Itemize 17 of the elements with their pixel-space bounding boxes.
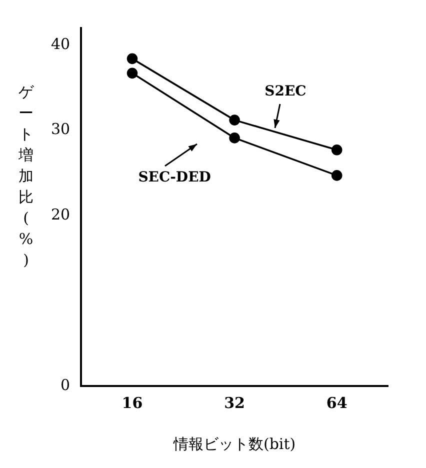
- point: [229, 114, 240, 126]
- point: [126, 68, 138, 79]
- point: [331, 144, 342, 156]
- x-tick-label: 16: [122, 394, 143, 412]
- x-axis-title: 情報ビット数(bit): [172, 434, 296, 453]
- legend-label: SEC-DED: [138, 170, 211, 186]
- point: [331, 170, 342, 181]
- y-tick-label: 0: [60, 376, 70, 394]
- point: [229, 132, 240, 144]
- y-tick-label: 40: [50, 34, 70, 53]
- x-tick-label: 64: [326, 394, 348, 412]
- text: S2EC: [264, 84, 306, 100]
- y-tick-label: 30: [50, 120, 70, 138]
- x-tick-label: 32: [224, 394, 245, 412]
- text: ゲート増加比(%): [18, 82, 34, 269]
- point: [126, 53, 138, 64]
- y-tick-label: 20: [50, 205, 70, 224]
